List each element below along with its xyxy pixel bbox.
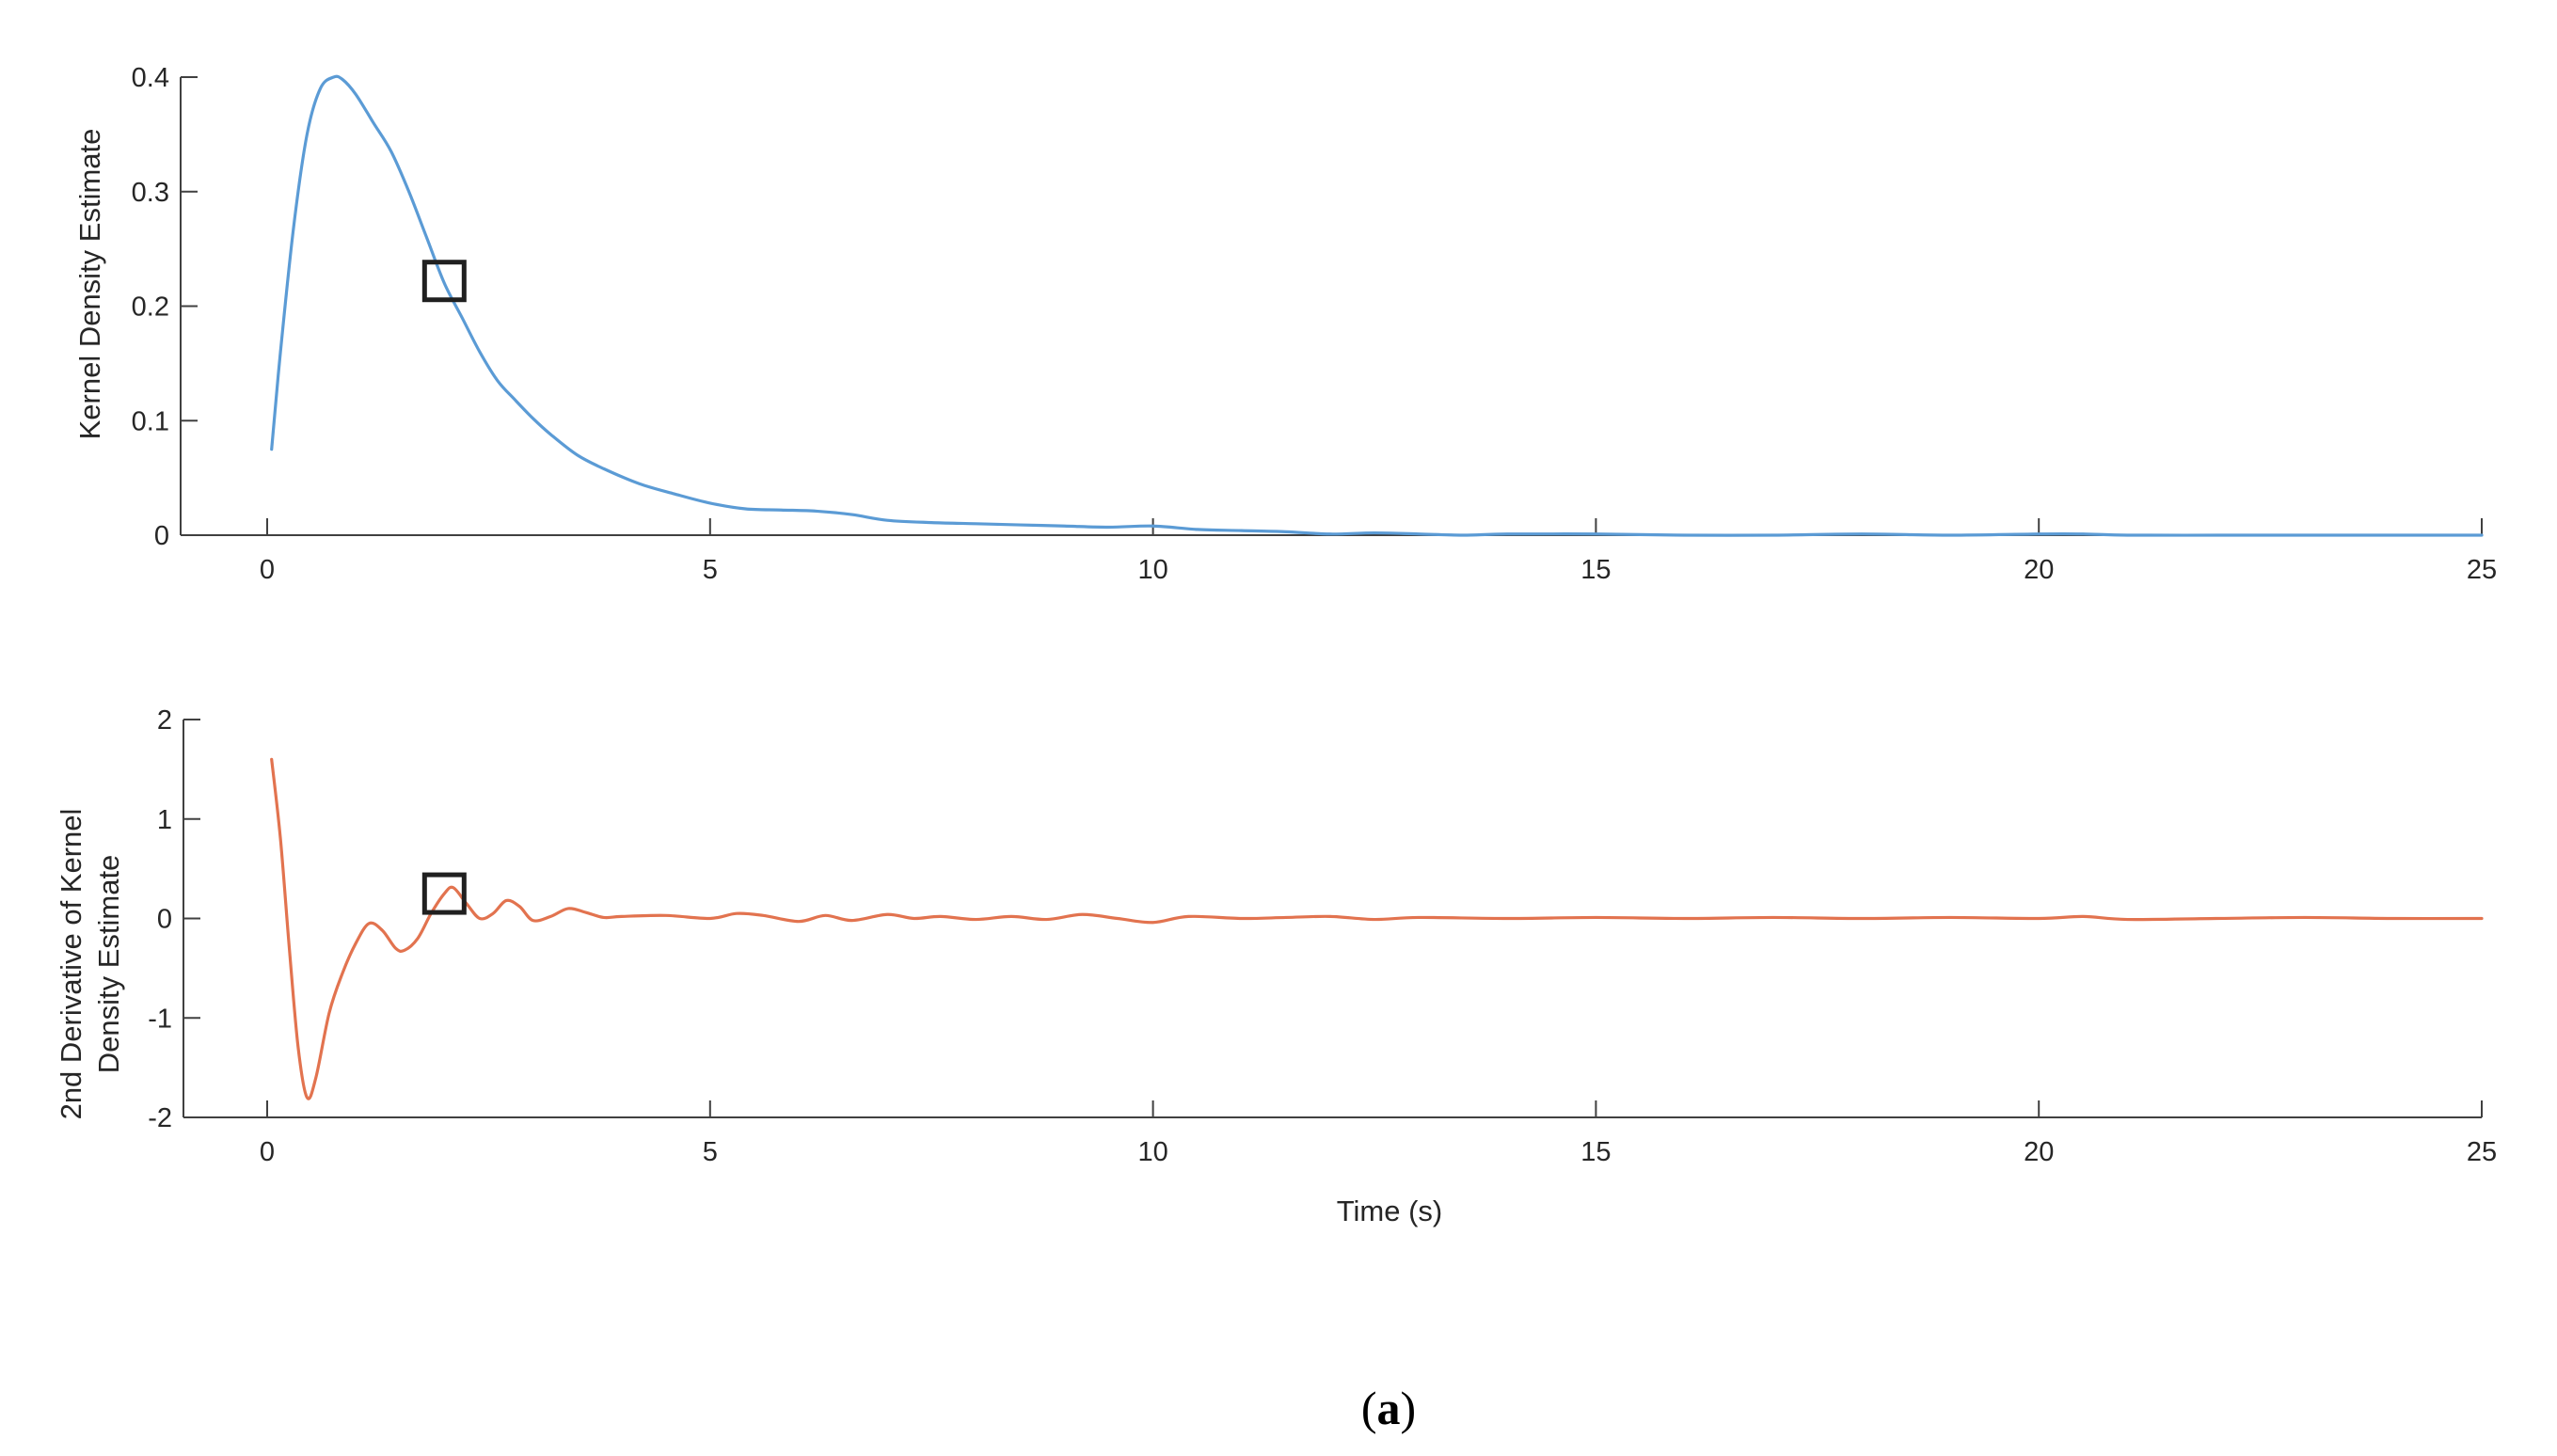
top-x-tick-label: 5 bbox=[703, 555, 718, 585]
caption-close-paren: ) bbox=[1401, 1382, 1417, 1434]
bottom-x-tick-label: 5 bbox=[703, 1137, 718, 1167]
top-y-tick-label: 0.1 bbox=[132, 406, 169, 436]
bottom-y-axis-label-line-2: Density Estimate bbox=[92, 855, 125, 1074]
bottom-x-tick-label: 20 bbox=[2024, 1137, 2054, 1167]
bottom-y-axis-label-line-1: 2nd Derivative of Kernel bbox=[55, 809, 87, 1120]
bottom-x-tick-label: 0 bbox=[260, 1137, 275, 1167]
bottom-x-tick-label: 15 bbox=[1580, 1137, 1611, 1167]
top-ticks: 0 0.1 0.2 0.3 0.4 0 5 10 15 20 25 bbox=[132, 63, 2497, 585]
top-y-tick-label: 0.2 bbox=[132, 293, 169, 323]
bottom-second-derivative-series-line bbox=[270, 757, 2484, 1100]
figure-caption: (a) bbox=[1361, 1382, 1416, 1434]
chart-top: 0 0.1 0.2 0.3 0.4 0 5 10 15 20 25 Kernel Density E… bbox=[73, 63, 2497, 585]
bottom-x-tick-label: 25 bbox=[2467, 1137, 2497, 1167]
top-x-tick-label: 0 bbox=[260, 555, 275, 585]
top-kde-series-line bbox=[270, 74, 2484, 537]
top-y-tick-label: 0.4 bbox=[132, 63, 169, 93]
caption-open-paren: ( bbox=[1361, 1382, 1377, 1434]
top-y-axis-label: Kernel Density Estimate bbox=[73, 129, 106, 440]
bottom-y-tick-label: -1 bbox=[148, 1004, 172, 1034]
top-square-marker bbox=[421, 260, 467, 303]
top-x-tick-label: 10 bbox=[1137, 555, 1167, 585]
bottom-x-tick-label: 10 bbox=[1137, 1137, 1167, 1167]
top-x-tick-label: 15 bbox=[1580, 555, 1611, 585]
bottom-y-tick-label: 1 bbox=[157, 805, 172, 835]
top-x-tick-label: 25 bbox=[2467, 555, 2497, 585]
top-y-tick-label: 0 bbox=[154, 521, 169, 551]
top-x-tick-label: 20 bbox=[2024, 555, 2054, 585]
bottom-y-tick-label: 0 bbox=[157, 905, 172, 935]
bottom-square-marker bbox=[421, 872, 467, 915]
bottom-x-axis-label: Time (s) bbox=[1337, 1195, 1443, 1227]
caption-letter: a bbox=[1377, 1382, 1401, 1434]
top-y-tick-label: 0.3 bbox=[132, 178, 169, 208]
bottom-y-tick-label: -2 bbox=[148, 1103, 172, 1133]
bottom-y-tick-label: 2 bbox=[157, 705, 172, 736]
